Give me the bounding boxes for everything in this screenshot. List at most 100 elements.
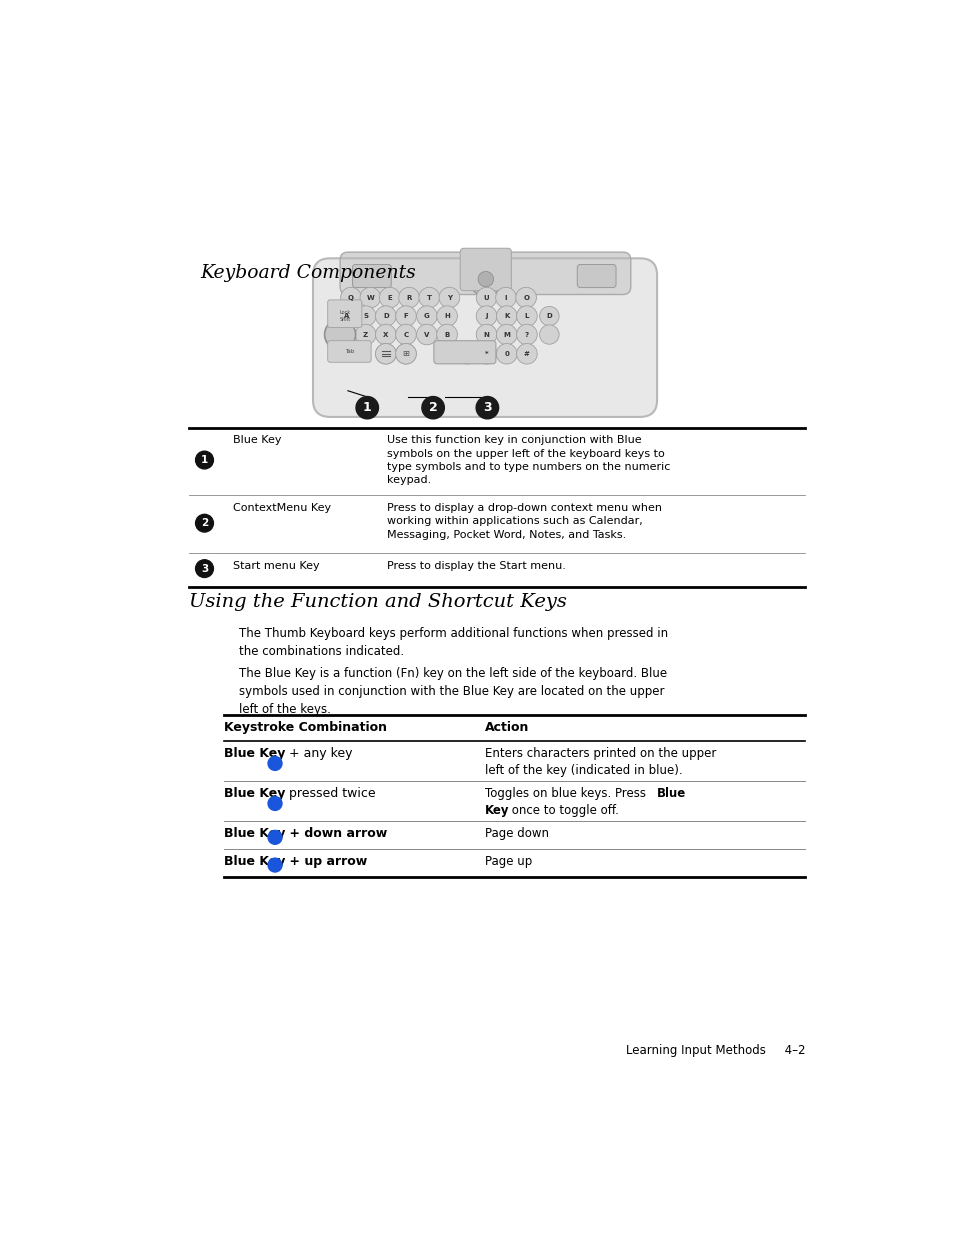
Text: once to toggle off.: once to toggle off. <box>508 804 618 818</box>
Ellipse shape <box>438 288 459 308</box>
Ellipse shape <box>395 306 416 326</box>
Text: The Blue Key is a function (Fn) key on the left side of the keyboard. Blue
symbo: The Blue Key is a function (Fn) key on t… <box>239 667 667 716</box>
Text: Blue: Blue <box>657 787 685 800</box>
Text: K: K <box>503 312 509 319</box>
Text: ⊞: ⊞ <box>402 350 409 358</box>
Text: Press to display the Start menu.: Press to display the Start menu. <box>386 561 565 571</box>
Ellipse shape <box>335 306 356 326</box>
Text: + any key: + any key <box>285 747 353 761</box>
Text: L: L <box>524 312 529 319</box>
Ellipse shape <box>375 306 395 326</box>
FancyBboxPatch shape <box>328 300 361 327</box>
Text: Keystroke Combination: Keystroke Combination <box>224 721 387 734</box>
Ellipse shape <box>496 288 516 308</box>
Text: Start menu Key: Start menu Key <box>233 561 319 571</box>
Text: Tab: Tab <box>344 350 354 354</box>
Ellipse shape <box>379 288 399 308</box>
Text: Using the Function and Shortcut Keys: Using the Function and Shortcut Keys <box>189 593 566 611</box>
Text: Page down: Page down <box>484 827 549 840</box>
Ellipse shape <box>516 343 537 364</box>
Text: #: # <box>523 351 529 357</box>
Ellipse shape <box>355 325 375 345</box>
Circle shape <box>421 396 444 419</box>
Circle shape <box>195 451 213 469</box>
Ellipse shape <box>395 325 416 345</box>
Text: U: U <box>483 295 489 300</box>
Text: Keyboard Components: Keyboard Components <box>200 264 416 282</box>
Text: C: C <box>403 331 408 337</box>
Ellipse shape <box>476 306 497 326</box>
Text: Press to display a drop-down context menu when
working within applications such : Press to display a drop-down context men… <box>386 503 661 540</box>
Ellipse shape <box>355 306 375 326</box>
Ellipse shape <box>516 288 536 308</box>
Circle shape <box>195 514 213 532</box>
Text: D: D <box>382 312 388 319</box>
Ellipse shape <box>359 288 380 308</box>
Text: Action: Action <box>484 721 529 734</box>
Text: + up arrow: + up arrow <box>285 855 367 868</box>
Text: A: A <box>343 312 349 319</box>
Text: Blue Key: Blue Key <box>224 855 285 868</box>
FancyBboxPatch shape <box>577 264 616 288</box>
Text: + down arrow: + down arrow <box>285 827 387 840</box>
Circle shape <box>539 325 558 345</box>
Text: Learning Input Methods     4–2: Learning Input Methods 4–2 <box>625 1044 804 1057</box>
Circle shape <box>476 396 498 419</box>
Ellipse shape <box>476 343 497 364</box>
Text: 2: 2 <box>428 401 437 414</box>
Ellipse shape <box>516 325 537 345</box>
Text: *: * <box>484 351 488 357</box>
Text: Key: Key <box>484 804 509 818</box>
Text: Toggles on blue keys. Press: Toggles on blue keys. Press <box>484 787 649 800</box>
Text: Z: Z <box>363 331 368 337</box>
Text: Q: Q <box>348 295 354 300</box>
FancyBboxPatch shape <box>328 341 371 362</box>
Text: Use this function key in conjunction with Blue
symbols on the upper left of the : Use this function key in conjunction wit… <box>386 436 669 485</box>
Ellipse shape <box>516 306 537 326</box>
FancyBboxPatch shape <box>459 248 511 290</box>
Text: ContextMenu Key: ContextMenu Key <box>233 503 331 514</box>
Ellipse shape <box>476 325 497 345</box>
Text: Blue Key: Blue Key <box>224 827 285 840</box>
Text: 0: 0 <box>504 351 509 357</box>
Circle shape <box>268 797 282 810</box>
Ellipse shape <box>436 306 456 326</box>
Text: Y: Y <box>446 295 452 300</box>
Ellipse shape <box>375 343 395 364</box>
FancyBboxPatch shape <box>434 341 496 364</box>
Circle shape <box>468 262 502 296</box>
Text: E: E <box>387 295 392 300</box>
Text: X: X <box>383 331 388 337</box>
Circle shape <box>539 306 558 326</box>
Ellipse shape <box>476 288 497 308</box>
Ellipse shape <box>456 343 477 364</box>
Text: M: M <box>503 331 510 337</box>
Text: Enters characters printed on the upper
left of the key (indicated in blue).: Enters characters printed on the upper l… <box>484 747 716 777</box>
Ellipse shape <box>496 306 517 326</box>
Circle shape <box>324 319 355 350</box>
Text: I: I <box>504 295 507 300</box>
Text: Page up: Page up <box>484 855 532 868</box>
Circle shape <box>268 757 282 771</box>
Text: Shift: Shift <box>339 317 350 322</box>
FancyBboxPatch shape <box>353 264 391 288</box>
Circle shape <box>395 343 416 364</box>
Circle shape <box>268 830 282 845</box>
Text: 3: 3 <box>201 563 208 573</box>
Text: D: D <box>546 312 552 319</box>
Text: O: O <box>522 295 529 300</box>
Ellipse shape <box>496 343 517 364</box>
Ellipse shape <box>436 325 456 345</box>
Text: F: F <box>403 312 408 319</box>
Text: S: S <box>363 312 368 319</box>
Text: Blue Key: Blue Key <box>224 747 285 761</box>
FancyBboxPatch shape <box>313 258 657 417</box>
Circle shape <box>375 343 395 364</box>
Text: B: B <box>444 331 449 337</box>
Circle shape <box>477 272 493 287</box>
Text: H: H <box>444 312 450 319</box>
Ellipse shape <box>375 325 395 345</box>
Circle shape <box>195 559 213 578</box>
Text: 1: 1 <box>362 401 372 414</box>
Circle shape <box>268 858 282 872</box>
